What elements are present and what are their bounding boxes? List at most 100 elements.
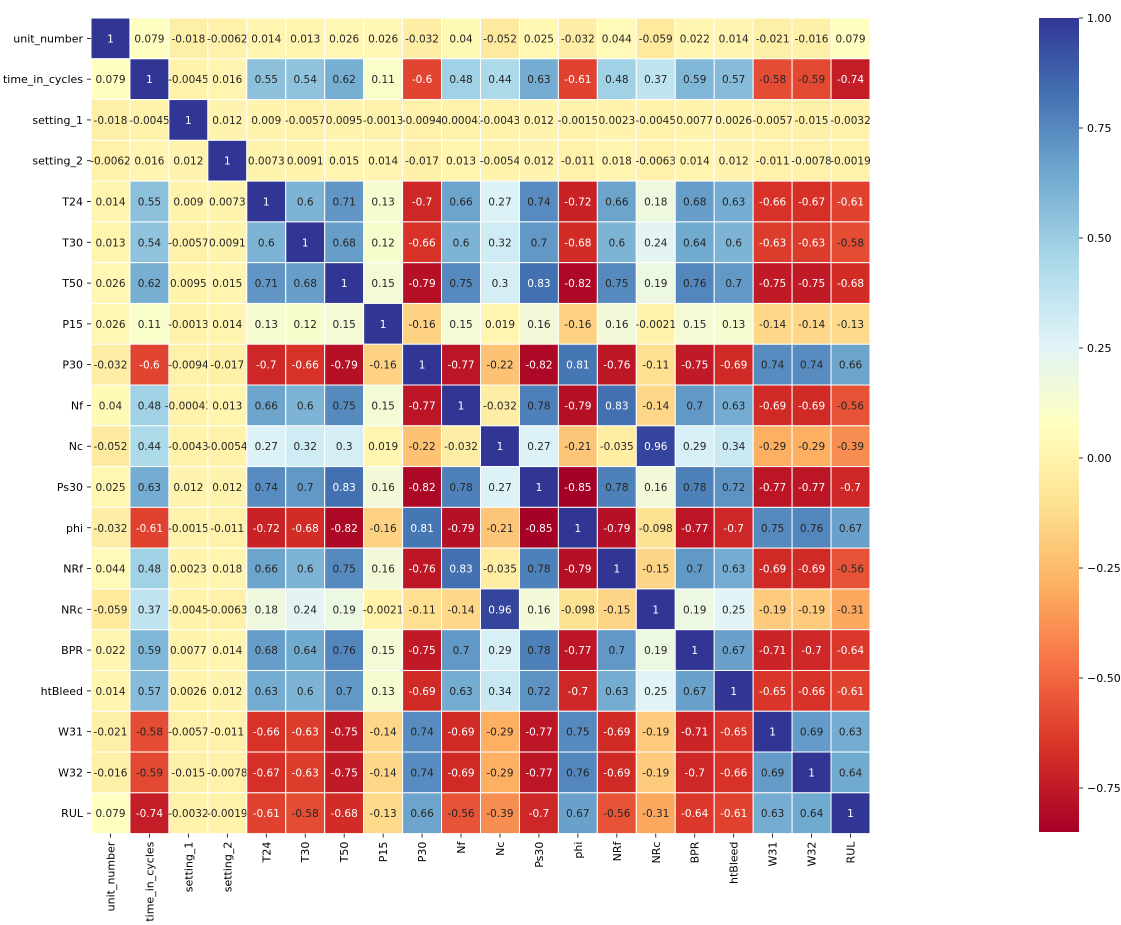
cell-annotation: -0.11 — [408, 604, 435, 616]
cell-annotation: 0.83 — [605, 400, 628, 412]
heatmap-cell — [129, 262, 170, 304]
heatmap-cell — [129, 547, 170, 590]
x-tick-label: RUL — [845, 841, 858, 864]
cell-annotation: 0.11 — [371, 74, 394, 86]
cell-annotation: 0.83 — [332, 482, 355, 494]
heatmap-cell — [129, 588, 170, 631]
heatmap-cell — [791, 262, 832, 304]
cell-annotation: 0.018 — [602, 156, 632, 168]
cell-annotation: -0.098 — [639, 523, 673, 535]
heatmap-cell — [674, 262, 715, 304]
cell-annotation: -0.29 — [486, 727, 513, 739]
cell-annotation: -0.16 — [370, 523, 397, 535]
cell-annotation: -0.0032 — [168, 808, 209, 820]
cell-annotation: -0.85 — [525, 523, 552, 535]
cell-annotation: 1 — [808, 767, 815, 779]
cell-annotation: 0.014 — [95, 197, 125, 209]
cell-annotation: 0.11 — [138, 319, 161, 331]
cell-annotation: -0.64 — [837, 645, 864, 657]
cell-annotation: -0.011 — [756, 156, 790, 168]
heatmap-cell — [752, 588, 793, 631]
cell-annotation: -0.66 — [798, 686, 825, 698]
heatmap-cell — [674, 751, 715, 794]
heatmap-cell — [596, 221, 637, 264]
heatmap-cell — [596, 262, 637, 304]
heatmap-cell — [635, 139, 676, 182]
cell-annotation: -0.032 — [405, 33, 439, 45]
cell-annotation: 1 — [730, 686, 737, 698]
heatmap-cell — [402, 180, 443, 223]
heatmap-cell — [674, 343, 715, 386]
cell-annotation: 0.71 — [255, 278, 278, 290]
heatmap-cell — [363, 547, 404, 590]
heatmap-cell — [674, 710, 715, 753]
cell-annotation: -0.75 — [759, 278, 786, 290]
heatmap-cell — [363, 466, 404, 508]
heatmap-cell — [713, 17, 754, 60]
heatmap-cell — [752, 343, 793, 386]
heatmap-cell — [168, 384, 209, 427]
heatmap-cell — [752, 302, 793, 345]
heatmap-cell — [635, 180, 676, 223]
cell-annotation: 0.96 — [488, 604, 512, 616]
heatmap-cell — [480, 58, 520, 101]
cell-annotation: 0.76 — [683, 278, 707, 290]
cell-annotation: -0.71 — [759, 645, 786, 657]
cell-annotation: 0.75 — [449, 278, 472, 290]
heatmap-cell — [596, 180, 637, 223]
cell-annotation: -0.75 — [331, 767, 358, 779]
x-tick-label: BPR — [689, 841, 702, 863]
cell-annotation: 0.16 — [527, 319, 551, 331]
cell-annotation: -0.7 — [840, 482, 861, 494]
cell-annotation: 0.6 — [297, 686, 314, 698]
cell-annotation: -0.059 — [639, 33, 673, 45]
heatmap-cell — [830, 669, 871, 712]
cell-annotation: -0.16 — [408, 319, 435, 331]
cell-annotation: 0.68 — [332, 237, 355, 249]
cell-annotation: 0.44 — [488, 74, 512, 86]
heatmap-cell — [596, 425, 637, 468]
cell-annotation: 0.7 — [725, 278, 742, 290]
cell-annotation: 1 — [575, 523, 582, 535]
cell-annotation: 0.16 — [644, 482, 668, 494]
cell-annotation: 0.15 — [683, 319, 706, 331]
heatmap-cell — [402, 58, 443, 101]
heatmap-cell — [441, 99, 481, 141]
cell-annotation: 0.012 — [524, 156, 554, 168]
colorbar-tick-label: 0.50 — [1087, 232, 1112, 245]
cell-annotation: -0.65 — [759, 686, 786, 698]
y-tick-label: T24 — [61, 196, 83, 209]
heatmap-cell — [402, 669, 443, 712]
cell-annotation: -0.77 — [759, 482, 786, 494]
heatmap-cell — [518, 792, 559, 835]
cell-annotation: -0.63 — [292, 767, 319, 779]
heatmap-cell — [674, 99, 715, 141]
cell-annotation: -0.76 — [603, 360, 630, 372]
heatmap-cell — [129, 792, 170, 835]
cell-annotation: 0.76 — [566, 767, 590, 779]
cell-annotation: -0.059 — [94, 604, 128, 616]
cell-annotation: 1 — [185, 115, 192, 127]
heatmap-cell — [596, 384, 637, 427]
cell-annotation: 0.68 — [255, 645, 278, 657]
cell-annotation: 0.3 — [336, 441, 353, 453]
heatmap-cell — [518, 99, 559, 141]
heatmap-cell — [90, 58, 131, 101]
heatmap-cell — [324, 302, 365, 345]
cell-annotation: 0.0095 — [326, 115, 363, 127]
heatmap-cell — [752, 792, 793, 835]
heatmap-cell — [518, 302, 559, 345]
cell-annotation: 1 — [497, 441, 504, 453]
cell-annotation: -0.035 — [600, 441, 634, 453]
cell-annotation: 0.044 — [602, 33, 632, 45]
heatmap-cell — [518, 669, 559, 712]
cell-annotation: -0.29 — [798, 441, 825, 453]
y-tick-label: P15 — [62, 318, 83, 331]
cell-annotation: -0.69 — [720, 360, 747, 372]
cell-annotation: 0.009 — [173, 197, 203, 209]
cell-annotation: -0.032 — [444, 441, 478, 453]
cell-annotation: 1 — [769, 727, 776, 739]
cell-annotation: -0.19 — [759, 604, 786, 616]
heatmap-cell — [324, 547, 365, 590]
heatmap-cell — [557, 221, 598, 264]
